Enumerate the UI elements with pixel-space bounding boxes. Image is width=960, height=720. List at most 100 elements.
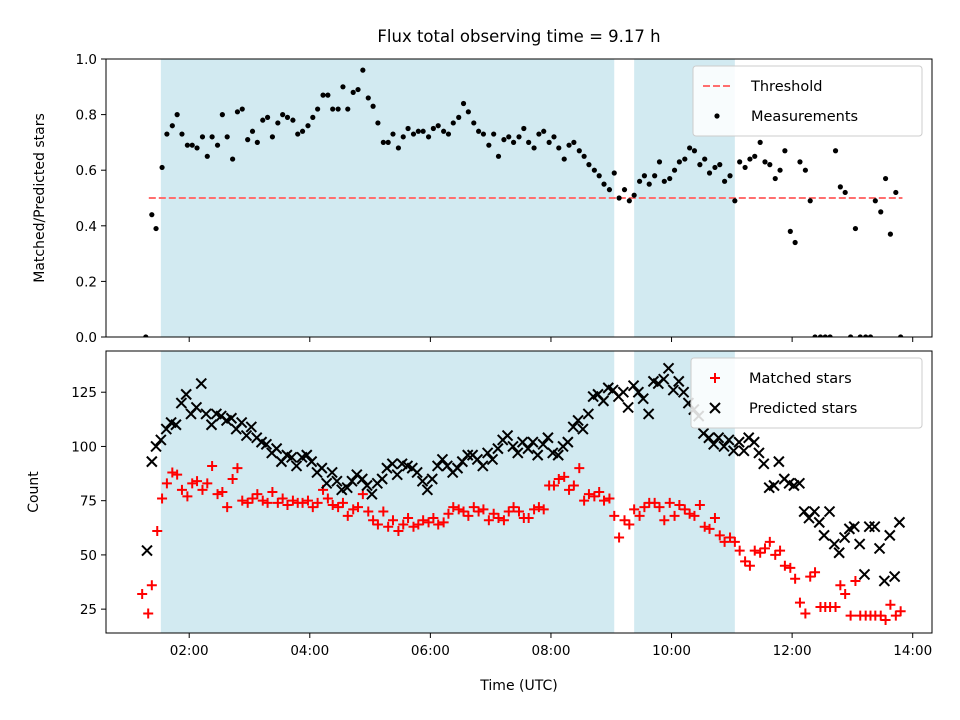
measurement-point <box>169 123 175 129</box>
matched-point <box>880 614 891 625</box>
y-tick-label: 0.0 <box>76 330 97 346</box>
matched-point <box>152 526 163 537</box>
measurement-point <box>264 114 271 120</box>
predicted-point <box>235 416 248 429</box>
measurement-point <box>310 114 316 120</box>
matched-point <box>850 575 861 586</box>
matched-point <box>875 610 886 621</box>
matched-point <box>538 504 549 515</box>
measurement-point <box>214 142 221 148</box>
measurement-point <box>450 120 456 126</box>
predicted-point <box>341 481 353 494</box>
measurement-point <box>531 145 537 151</box>
matched-point <box>222 502 233 513</box>
predicted-point <box>738 445 750 457</box>
predicted-point <box>798 505 810 518</box>
predicted-point <box>356 473 368 485</box>
matched-point <box>277 493 288 504</box>
y-tick-label: 0.2 <box>76 274 97 290</box>
measurement-point <box>260 117 266 123</box>
matched-point <box>182 491 193 502</box>
predicted-point <box>366 488 378 500</box>
predicted-point <box>522 442 534 455</box>
measurement-point <box>852 225 859 232</box>
matched-point <box>830 601 841 612</box>
matched-point <box>890 610 901 621</box>
predicted-point <box>677 386 690 398</box>
matched-point <box>840 588 851 599</box>
predicted-point <box>421 484 434 496</box>
predicted-point <box>884 529 896 542</box>
predicted-point <box>481 447 494 459</box>
matched-point <box>333 502 344 513</box>
matched-point <box>368 515 379 526</box>
matched-point <box>619 515 630 526</box>
measurement-point <box>456 114 462 120</box>
matched-point <box>775 545 786 556</box>
predicted-point <box>531 449 544 461</box>
measurement-point <box>501 137 507 143</box>
measurement-point <box>652 173 658 179</box>
predicted-point <box>190 401 203 414</box>
predicted-point <box>808 505 821 518</box>
measurement-point <box>721 178 728 184</box>
predicted-point <box>622 401 634 414</box>
predicted-point <box>552 449 564 461</box>
matched-point <box>508 502 519 513</box>
measurement-point <box>340 84 346 90</box>
predicted-point <box>848 521 860 533</box>
measurement-point <box>687 145 693 151</box>
legend-predicted-swatch <box>709 402 721 414</box>
matched-point <box>197 484 208 495</box>
predicted-point <box>507 440 519 453</box>
x-tick-label: 10:00 <box>652 643 691 659</box>
observing-window-1 <box>160 351 615 633</box>
matched-point <box>488 508 499 519</box>
measurement-point <box>295 131 301 137</box>
measurement-point <box>204 153 210 159</box>
series-layer <box>143 67 904 337</box>
predicted-point <box>477 460 489 472</box>
matched-point <box>749 545 760 556</box>
matched-point <box>694 500 705 511</box>
predicted-point <box>155 434 167 446</box>
predicted-point <box>893 516 906 529</box>
matched-point <box>242 497 253 508</box>
predicted-point <box>863 521 876 533</box>
matched-point <box>413 519 424 530</box>
measurement-point <box>621 187 628 193</box>
matched-point <box>307 502 318 513</box>
measurement-point <box>239 106 245 112</box>
matched-point <box>282 500 293 511</box>
matched-point <box>322 493 333 504</box>
measurement-point <box>626 198 632 204</box>
measurement-point <box>576 148 582 154</box>
predicted-point <box>290 460 303 472</box>
predicted-point <box>662 362 675 375</box>
matched-point <box>684 508 695 519</box>
predicted-point <box>245 421 258 433</box>
matched-point <box>478 504 489 515</box>
x-tick-label: 14:00 <box>893 643 932 659</box>
predicted-point <box>346 475 358 487</box>
matched-point <box>372 519 383 530</box>
measurement-point <box>480 131 487 137</box>
matched-point <box>704 523 715 534</box>
matched-point <box>418 515 429 526</box>
measurement-point <box>848 334 854 337</box>
predicted-point <box>869 521 881 533</box>
matched-point <box>624 519 635 530</box>
matched-point <box>725 532 736 543</box>
matched-point <box>252 489 263 500</box>
measurement-point <box>606 187 613 193</box>
measurement-point <box>219 112 225 118</box>
matched-point <box>227 473 238 484</box>
matched-point <box>337 497 348 508</box>
matched-point <box>729 536 740 547</box>
measurement-point <box>325 92 331 98</box>
measurement-point <box>767 162 773 168</box>
predicted-point <box>260 438 273 450</box>
measurement-point <box>385 139 391 145</box>
y-tick-label: 0.6 <box>76 163 97 179</box>
predicted-point <box>597 395 610 407</box>
